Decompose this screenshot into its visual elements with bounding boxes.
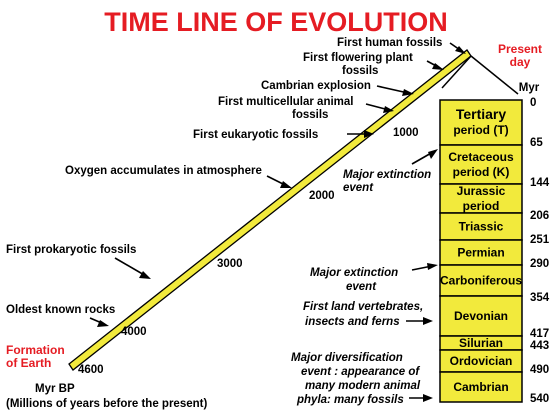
boundary-tick-206: 206 (530, 210, 549, 222)
boundary-tick-443: 443 (530, 340, 549, 352)
event-oxygen: Oxygen accumulates in atmosphere (65, 165, 262, 177)
axis-note: (Millions of years before the present) (6, 398, 207, 410)
annotation-extinction-1-line2: event (343, 182, 374, 194)
myr-label: Myr (519, 82, 540, 94)
period-label: Ordovician (450, 354, 513, 368)
period-box (439, 264, 523, 297)
timeline-tick-1000: 1000 (393, 127, 419, 139)
present-day-label-line2: day (510, 55, 531, 69)
annotation-land-vertebrates-line1: First land vertebrates, (303, 301, 423, 313)
present-day-label-line1: Present (498, 42, 542, 56)
boundary-tick-144: 144 (530, 177, 550, 189)
annotation-extinction-2-line2: event (346, 281, 377, 293)
period-box (439, 371, 523, 403)
period-label: Tertiary (456, 106, 507, 122)
formation-of-earth-label-line1: Formation (6, 343, 65, 357)
annotation-arrows (406, 149, 438, 402)
annotation-diversification-line1: Major diversification (291, 352, 403, 364)
period-label: Permian (457, 246, 504, 260)
timeline-tick-3000: 3000 (217, 258, 243, 270)
annotation-land-vertebrates-line2: insects and ferns (305, 316, 400, 328)
event-first-multicellular-line2: fossils (292, 109, 328, 121)
period-label: Carboniferous (440, 274, 522, 288)
timeline-tick-4000: 4000 (121, 326, 147, 338)
formation-of-earth-label-line2: of Earth (6, 356, 51, 370)
period-label: Jurassic (457, 184, 506, 198)
period-box (439, 239, 523, 266)
period-label: Silurian (459, 336, 503, 350)
annotation-diversification-line3: many modern animal (305, 380, 421, 392)
period-label: period (K) (453, 165, 510, 179)
timeline-tick-2000: 2000 (309, 190, 335, 202)
event-arrows (89, 42, 466, 327)
event-first-multicellular-line1: First multicellular animal (218, 96, 353, 108)
period-label: period (463, 199, 500, 213)
period-label: Devonian (454, 309, 508, 323)
event-first-prokaryotic: First prokaryotic fossils (6, 244, 136, 256)
annotation-diversification-line2: event : appearance of (301, 366, 420, 378)
period-box (439, 212, 523, 241)
period-label: Triassic (459, 220, 504, 234)
period-label: period (T) (453, 123, 508, 137)
present-link-line (470, 55, 519, 95)
event-first-flowering-plant-line2: fossils (342, 65, 378, 77)
annotation-diversification-line4: phyla: many fossils (296, 394, 404, 406)
axis-label: Myr BP (35, 383, 75, 395)
event-oldest-rocks: Oldest known rocks (6, 304, 115, 316)
present-link-line-2 (441, 55, 472, 89)
boundary-tick-354: 354 (530, 292, 550, 304)
event-cambrian-explosion: Cambrian explosion (261, 80, 371, 92)
boundary-tick-0: 0 (530, 97, 536, 109)
event-first-flowering-plant-line1: First flowering plant (303, 52, 413, 64)
event-first-eukaryotic: First eukaryotic fossils (193, 129, 318, 141)
period-label: Cambrian (453, 380, 508, 394)
boundary-tick-540: 540 (530, 393, 549, 405)
boundary-tick-290: 290 (530, 258, 549, 270)
event-first-human-fossils: First human fossils (337, 37, 442, 49)
annotation-extinction-1-line1: Major extinction (343, 169, 431, 181)
annotation-extinction-2-line1: Major extinction (310, 267, 398, 279)
boundary-tick-490: 490 (530, 364, 549, 376)
period-label: Cretaceous (448, 150, 514, 164)
timeline-tick-4600: 4600 (78, 364, 104, 376)
boundary-tick-251: 251 (530, 234, 550, 246)
boundary-tick-65: 65 (530, 137, 543, 149)
diagram-title: TIME LINE OF EVOLUTION (104, 7, 448, 37)
boundary-tick-417: 417 (530, 328, 549, 340)
